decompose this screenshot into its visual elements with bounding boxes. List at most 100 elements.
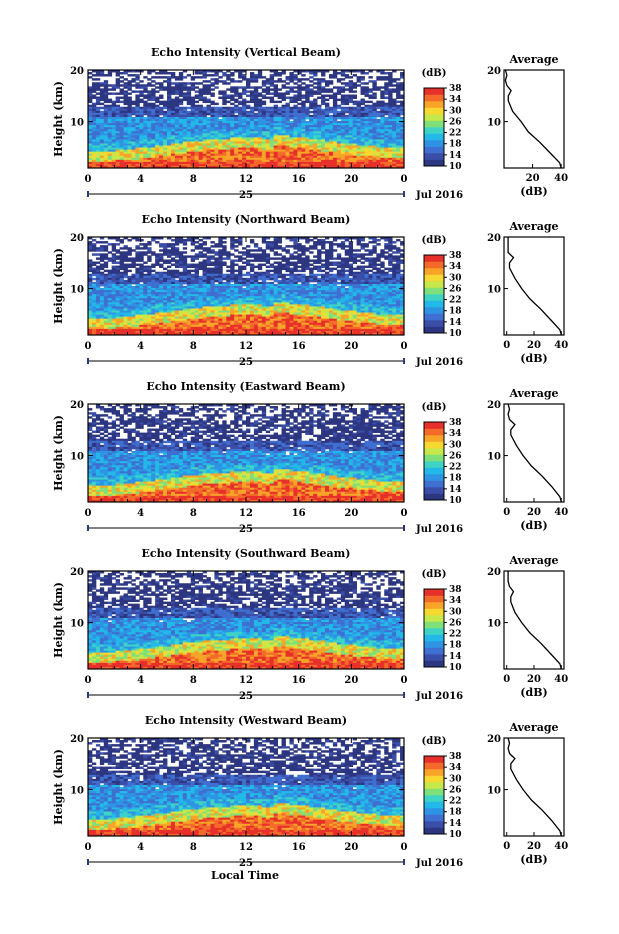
heatmap-cell <box>147 251 151 253</box>
heatmap-cell <box>305 101 309 103</box>
heatmap-cell <box>266 278 270 280</box>
heatmap-cell <box>199 268 203 270</box>
heatmap-cell <box>159 76 163 78</box>
heatmap-cell <box>92 78 96 80</box>
heatmap-cell <box>368 80 372 82</box>
heatmap-cell <box>108 243 112 245</box>
heatmap-cell <box>384 251 388 253</box>
heatmap-cell <box>171 253 175 255</box>
heatmap-cell <box>384 257 388 259</box>
colorbar-segment <box>424 95 444 102</box>
heatmap-cell <box>112 249 116 251</box>
heatmap-cell <box>396 251 400 253</box>
avg-frame <box>504 70 564 168</box>
heatmap-cell <box>258 249 262 251</box>
heatmap-cell <box>357 268 361 270</box>
heatmap-cell <box>191 88 195 90</box>
heatmap-cell <box>301 88 305 90</box>
heatmap-cell <box>274 80 278 82</box>
heatmap-cell <box>210 84 214 86</box>
heatmap-cell <box>246 274 250 276</box>
heatmap-cell <box>325 268 329 270</box>
heatmap-cell <box>214 74 218 76</box>
heatmap-cell <box>104 249 108 251</box>
heatmap-cell <box>278 241 282 243</box>
date-month-label: Jul 2016 <box>415 190 463 201</box>
heatmap-cell <box>187 255 191 257</box>
heatmap-cell <box>380 86 384 88</box>
heatmap-cell <box>120 92 124 94</box>
heatmap-cell <box>108 74 112 76</box>
heatmap-cell <box>210 74 214 76</box>
heatmap-cell <box>187 82 191 84</box>
heatmap-cell <box>309 239 313 241</box>
heatmap-cell <box>155 76 159 78</box>
heatmap-cell <box>313 255 317 257</box>
heatmap-cell <box>135 264 139 266</box>
colorbar-tick-label: 38 <box>449 84 462 94</box>
heatmap-cell <box>171 259 175 261</box>
heatmap-cell <box>128 92 132 94</box>
heatmap-cell <box>309 280 313 282</box>
heatmap-cell <box>242 274 246 276</box>
heatmap-cell <box>297 280 301 282</box>
heatmap-cell <box>139 243 143 245</box>
heatmap-cell <box>171 92 175 94</box>
heatmap-cell <box>203 249 207 251</box>
heatmap-cell <box>388 264 392 266</box>
heatmap-cell <box>175 276 179 278</box>
heatmap-cell <box>258 76 262 78</box>
heatmap-cell <box>368 90 372 92</box>
heatmap-cell <box>100 99 104 101</box>
heatmap-cell <box>167 266 171 268</box>
heatmap-cell <box>392 90 396 92</box>
heatmap-cell <box>163 80 167 82</box>
heatmap-cell <box>301 253 305 255</box>
heatmap-cell <box>384 239 388 241</box>
heatmap-cell <box>365 72 369 74</box>
heatmap-cell <box>210 103 214 105</box>
heatmap-cell <box>365 259 369 261</box>
heatmap-cell <box>297 266 301 268</box>
heatmap-cell <box>353 74 357 76</box>
heatmap-cell <box>120 101 124 103</box>
heatmap-cell <box>234 270 238 272</box>
heatmap-cell <box>278 276 282 278</box>
heatmap-cell <box>309 264 313 266</box>
heatmap-cell <box>139 280 143 282</box>
heatmap-cell <box>155 90 159 92</box>
heatmap-cell <box>392 251 396 253</box>
heatmap-cell <box>376 259 380 261</box>
heatmap-cell <box>135 247 139 249</box>
x-tick-label: 20 <box>344 174 358 185</box>
heatmap-cell <box>116 257 120 259</box>
heatmap-cell <box>361 92 365 94</box>
heatmap-cell <box>151 253 155 255</box>
heatmap-cell <box>139 259 143 261</box>
heatmap-cell <box>293 270 297 272</box>
heatmap-cell <box>88 101 92 103</box>
heatmap-cell <box>317 92 321 94</box>
heatmap-cell <box>392 247 396 249</box>
heatmap-cell <box>321 247 325 249</box>
y-tick-label: 20 <box>70 66 84 77</box>
colorbar-tick-label: 34 <box>449 95 462 105</box>
heatmap-cell <box>151 270 155 272</box>
heatmap-cell <box>100 249 104 251</box>
heatmap-cell <box>179 103 183 105</box>
heatmap-cell <box>222 264 226 266</box>
heatmap-cell <box>88 270 92 272</box>
heatmap-cell <box>96 257 100 259</box>
heatmap-cell <box>191 78 195 80</box>
heatmap-cell <box>353 97 357 99</box>
heatmap-cell <box>289 257 293 259</box>
heatmap-cell <box>218 245 222 247</box>
colorbar-segment <box>424 134 444 141</box>
heatmap-cell <box>384 247 388 249</box>
heatmap-cell <box>278 80 282 82</box>
heatmap-cell <box>139 239 143 241</box>
heatmap-cell <box>392 241 396 243</box>
heatmap-cell <box>337 72 341 74</box>
heatmap-cell <box>226 266 230 268</box>
